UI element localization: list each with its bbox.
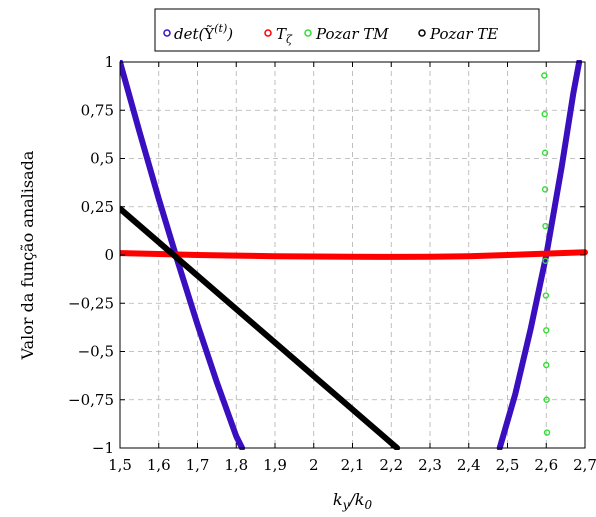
series-det-curve [120, 60, 246, 450]
y-tick-label: 0,25 [81, 198, 114, 216]
legend-marker-pozar-te [418, 29, 426, 37]
series-pozar-tm [541, 72, 551, 436]
legend-item-pozar-te: Pozar TE [418, 25, 498, 43]
series-pozar-tm-point [541, 72, 548, 79]
x-tick-label: 2,4 [457, 456, 481, 474]
x-tick-label: 1,9 [263, 456, 287, 474]
y-tick-label: 0,5 [90, 150, 114, 168]
series-pozar-tm-point [543, 396, 550, 403]
tick-marks [119, 61, 586, 449]
x-tick-label: 2,3 [418, 456, 442, 474]
y-axis-label: Valor da função analisada [18, 150, 37, 360]
series-pozar-tm-point [542, 257, 549, 264]
y-tick-label: −0,5 [78, 343, 114, 361]
series-pozar-tm-point [542, 292, 550, 299]
x-tick-label: 2,1 [341, 456, 365, 474]
legend-marker-pozar-tm [304, 29, 312, 37]
series-pozar-tm-point [541, 186, 549, 193]
series-pozar-te [120, 205, 401, 450]
x-tick-labels: 1,5 1,6 1,7 1,8 1,9 2 2,1 2,2 2,3 2,4 2,5 2,6 2,7 [108, 456, 596, 474]
series-pozar-tm-point [542, 222, 549, 230]
series-pozar-tm-point [543, 361, 550, 369]
y-tick-label: −0,25 [68, 294, 114, 312]
legend-label-pozar-tm: Pozar TM [315, 25, 389, 43]
legend-marker-det [163, 29, 171, 37]
series-pozar-te-curve [120, 205, 401, 450]
y-tick-label: 0,75 [81, 101, 114, 119]
x-tick-label: 2,2 [379, 456, 403, 474]
series-tzeta-curve [120, 249, 588, 260]
x-tick-label: 1,5 [108, 456, 132, 474]
x-tick-label: 2,6 [534, 456, 558, 474]
x-tick-label: 1,8 [224, 456, 248, 474]
series-tzeta [120, 249, 588, 260]
y-tick-label: 0 [104, 246, 114, 264]
x-tick-label: 2,5 [496, 456, 520, 474]
x-tick-label: 1,6 [147, 456, 171, 474]
y-tick-label: 1 [104, 53, 114, 71]
y-tick-label: −1 [92, 439, 114, 457]
x-axis-label: ky/k0 [333, 490, 373, 512]
x-tick-label: 2 [309, 456, 319, 474]
x-tick-label: 1,7 [186, 456, 210, 474]
y-tick-labels: 1 0,75 0,5 0,25 0 −0,25 −0,5 −0,75 −1 [68, 53, 114, 457]
legend-label-pozar-te: Pozar TE [429, 25, 498, 43]
series-pozar-tm-point [541, 110, 548, 118]
legend-item-pozar-tm: Pozar TM [304, 25, 389, 43]
series-pozar-tm-point [543, 429, 551, 436]
legend-marker-tzeta [264, 29, 272, 37]
series-pozar-tm-point [541, 149, 549, 156]
legend-box [154, 8, 540, 52]
y-tick-label: −0,75 [68, 391, 114, 409]
x-tick-label: 2,7 [573, 456, 596, 474]
series-pozar-tm-point [543, 327, 550, 334]
legend: det(Ỹ(t)) Tζ Pozar TM Pozar TE [154, 8, 540, 52]
plot-area [120, 60, 588, 450]
